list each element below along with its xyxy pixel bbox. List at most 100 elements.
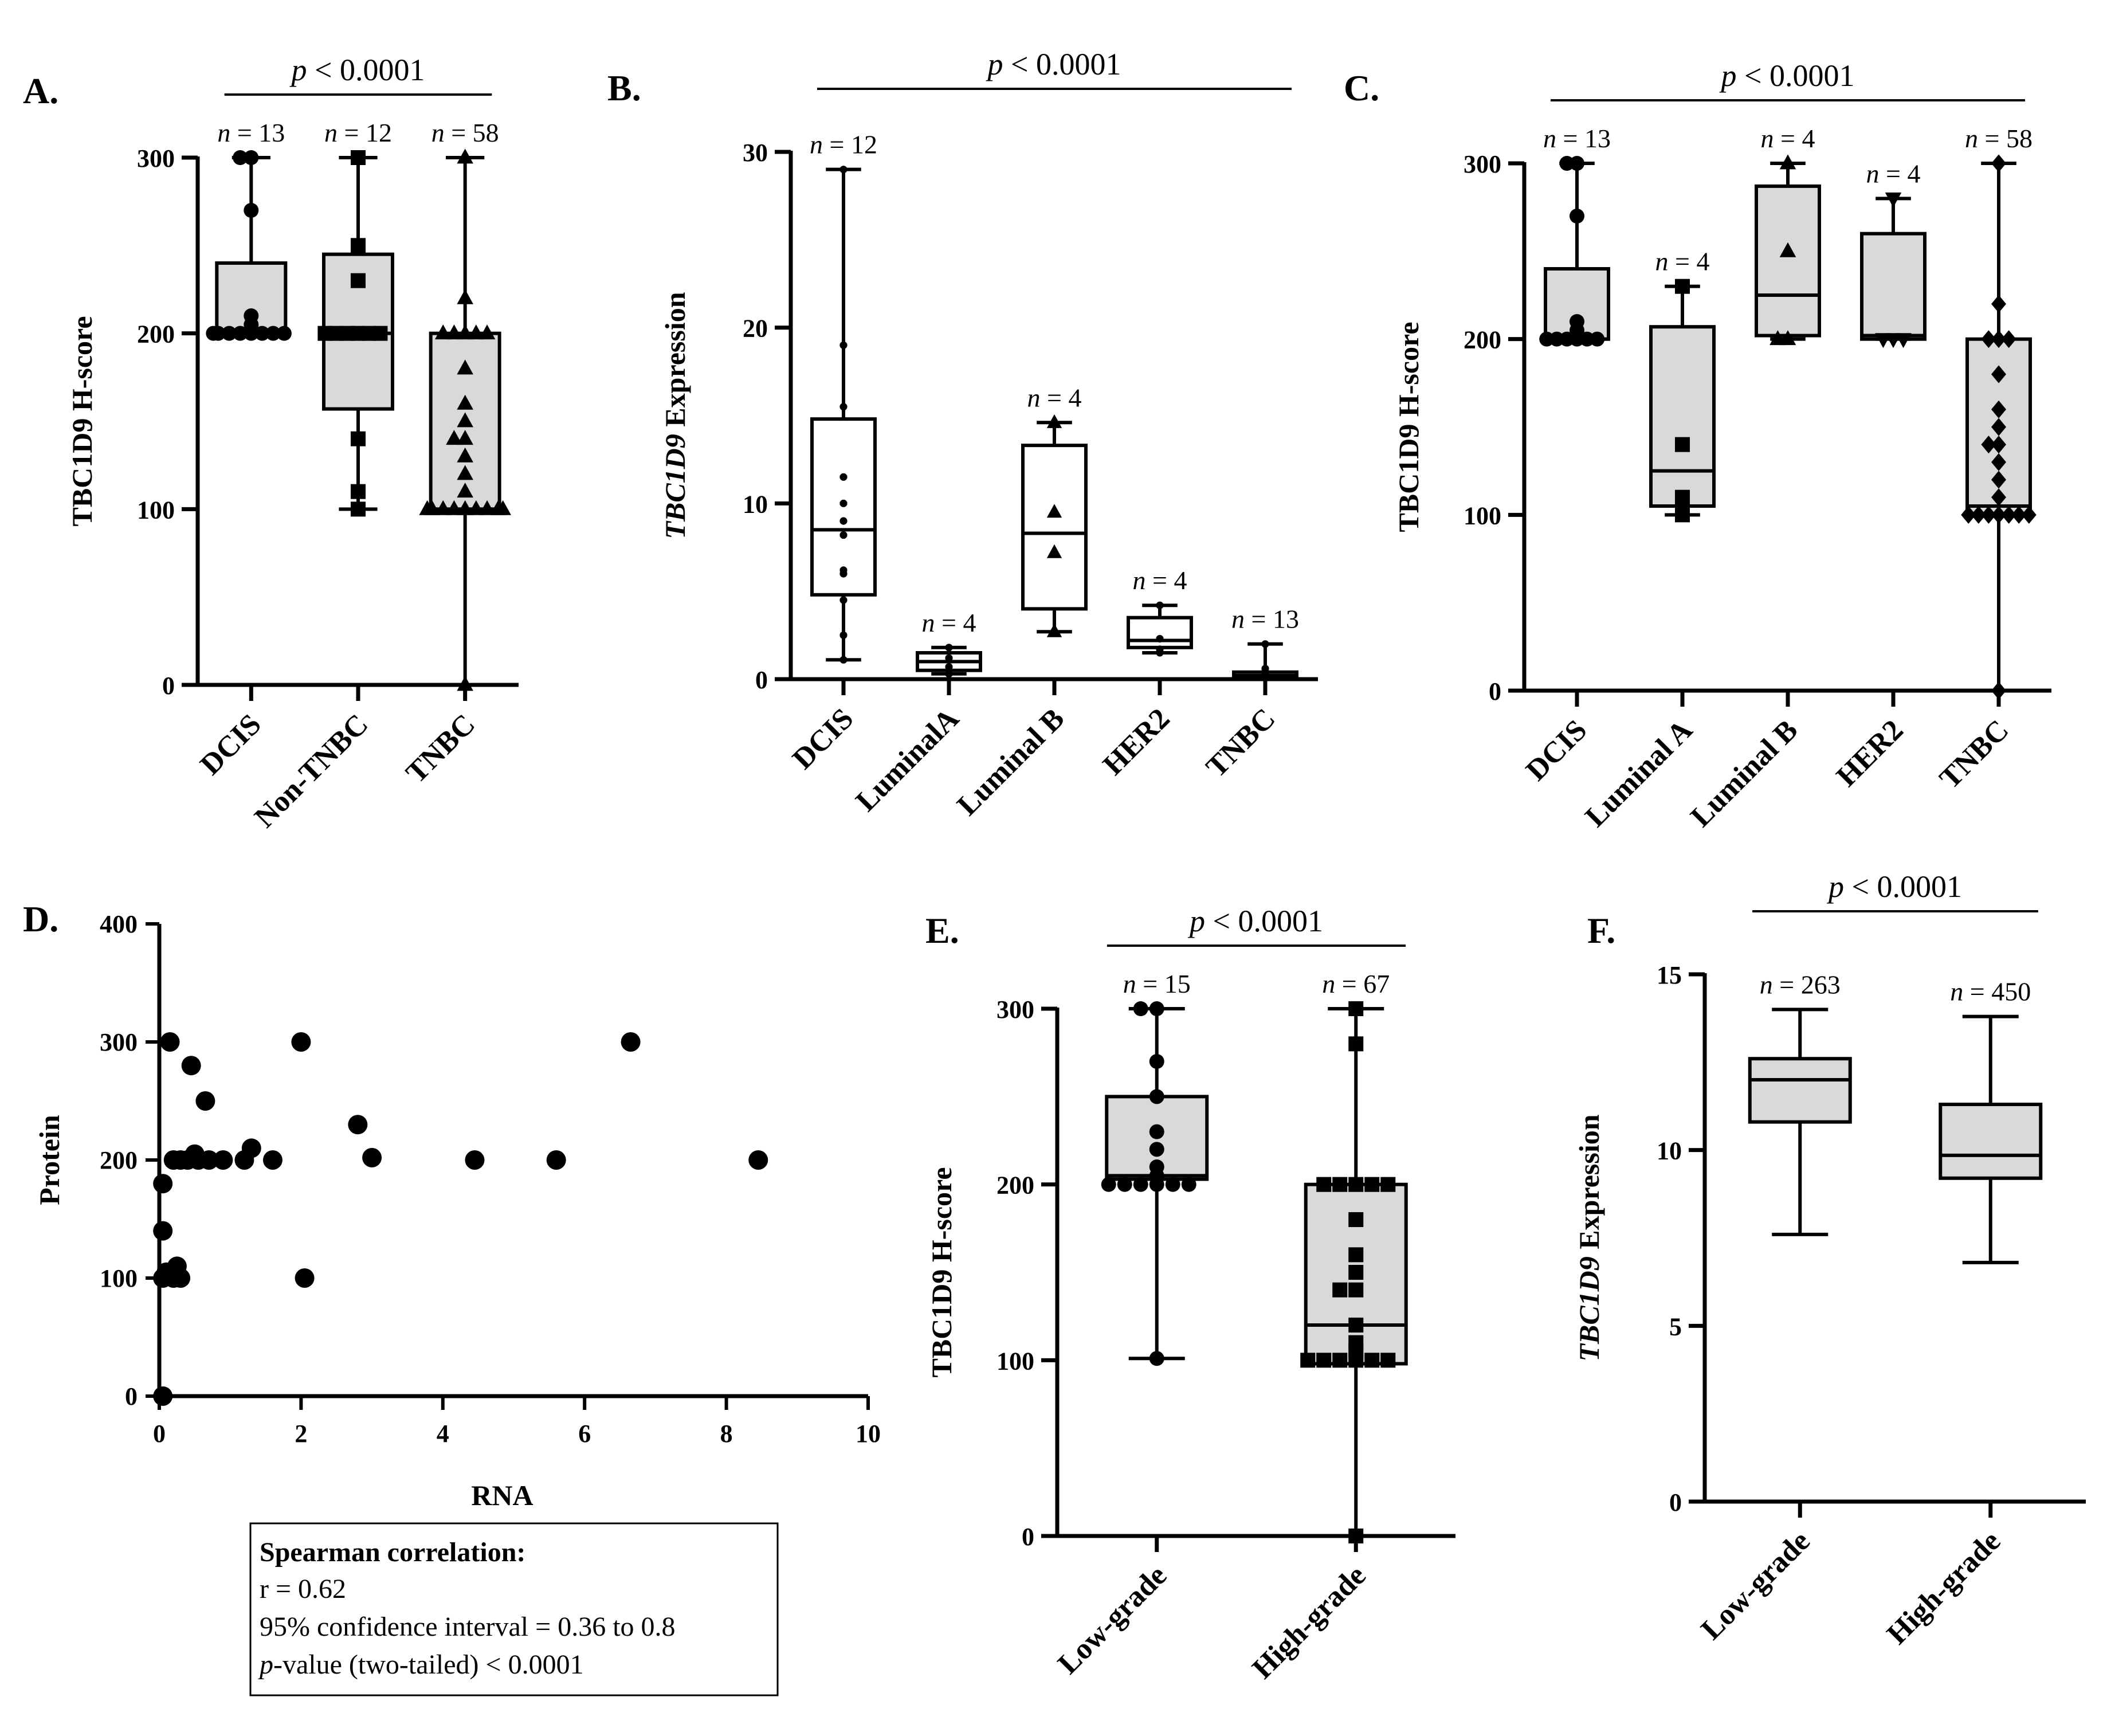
panel-label: F. xyxy=(1587,910,1615,951)
sample-size-label-part: n xyxy=(1950,977,1963,1006)
data-point-triangle xyxy=(1769,330,1786,346)
sample-size-label-part: n xyxy=(431,118,445,147)
data-point-diamond xyxy=(1991,471,2006,489)
data-point-square xyxy=(1675,279,1690,294)
p-value-label-part: < 0.0001 xyxy=(1205,904,1323,938)
x-tick-label: Non-TNBC xyxy=(248,708,374,834)
data-point-square xyxy=(1348,1282,1364,1298)
sample-size-label-part: n xyxy=(810,130,823,159)
stats-legend-p: p-value (two-tailed) < 0.0001 xyxy=(258,1649,584,1680)
y-tick-label: 300 xyxy=(137,144,175,173)
sample-size-label-part: = 4 xyxy=(1880,159,1921,188)
data-point-circle xyxy=(1570,209,1584,224)
x-tick-label: High-grade xyxy=(1246,1559,1372,1685)
data-point-triangle xyxy=(478,324,496,340)
y-tick-label: 400 xyxy=(100,910,138,938)
data-point xyxy=(153,1221,173,1241)
sample-size-label-part: n xyxy=(1231,605,1245,634)
data-point xyxy=(546,1150,566,1170)
sample-size-label-part: n xyxy=(1322,969,1335,998)
data-point-circle xyxy=(244,150,259,165)
data-point-circle xyxy=(233,326,248,341)
y-tick-label: 0 xyxy=(162,672,175,700)
data-point-triangle xyxy=(457,359,473,375)
data-point-square xyxy=(372,326,388,341)
data-point-triangle xyxy=(478,500,496,515)
category-low-grade: n = 263 Low-grade xyxy=(1695,970,1852,1646)
data-point-triangle-down xyxy=(1895,333,1912,348)
x-tick-label: HER2 xyxy=(1097,702,1176,781)
stats-legend-ci: 95% confidence interval = 0.36 to 0.8 xyxy=(260,1612,676,1642)
y-tick-label: 100 xyxy=(137,496,175,524)
sample-size-label-part: n xyxy=(1761,124,1774,153)
p-value-label: p < 0.0001 xyxy=(289,53,425,87)
data-point-dot xyxy=(1156,649,1164,657)
y-tick-label: 10 xyxy=(743,490,768,518)
data-point-square xyxy=(1316,1177,1332,1192)
y-axis-title-part: TBC1D9 xyxy=(659,434,691,539)
data-point-dot xyxy=(1156,634,1164,643)
category-her2: n = 4 HER2 xyxy=(1830,159,1927,793)
data-point-diamond xyxy=(1991,154,2006,173)
sample-size-label-part: n xyxy=(922,608,935,637)
data-point-triangle xyxy=(495,500,511,515)
data-point-dot xyxy=(945,654,953,662)
data-point xyxy=(621,1032,641,1052)
sample-size-label-part: = 450 xyxy=(1963,977,2031,1006)
p-value-label-part: < 0.0001 xyxy=(1844,869,1962,904)
sample-size-label: n = 13 xyxy=(1231,605,1299,634)
data-point-circle xyxy=(206,326,221,341)
data-point-dot xyxy=(839,499,848,507)
data-point-square xyxy=(1332,1282,1348,1298)
y-axis-title-part: TBC1D9 xyxy=(1573,1256,1605,1361)
data-point-circle xyxy=(1133,1177,1148,1192)
data-point-triangle xyxy=(457,430,473,445)
data-point xyxy=(181,1056,201,1076)
box xyxy=(1127,616,1193,649)
x-tick-label: TNBC xyxy=(400,708,481,789)
data-point-diamond xyxy=(1991,505,2006,524)
data-point-diamond xyxy=(1991,453,2006,471)
data-point-square xyxy=(317,326,333,341)
box xyxy=(1860,232,1927,341)
y-tick-label: 200 xyxy=(996,1171,1034,1200)
data-point-diamond xyxy=(1991,488,2006,507)
data-point-dot xyxy=(945,670,953,678)
data-point-square xyxy=(1380,1177,1396,1192)
sample-size-label: n = 4 xyxy=(1866,159,1921,188)
data-point-dot xyxy=(1261,665,1269,673)
panel-label: E. xyxy=(925,910,959,951)
sample-size-label-part: = 4 xyxy=(1041,383,1082,412)
p-value-label-part: p xyxy=(289,53,307,87)
sample-size-label-part: n xyxy=(1655,247,1669,276)
data-point-diamond xyxy=(1991,330,2006,348)
sample-size-label-part: n xyxy=(1760,970,1773,999)
sample-size-label-part: = 13 xyxy=(230,118,285,147)
x-tick-label: DCIS xyxy=(786,702,860,775)
panel-A: A. 0 100 200 300 TBC1D9 H-score p < 0.0001 n = … xyxy=(23,53,519,834)
x-tick-label: High-grade xyxy=(1881,1525,2007,1651)
stats-legend-p-part: -value (two-tailed) < 0.0001 xyxy=(273,1649,584,1680)
data-point xyxy=(465,1150,485,1170)
data-point-triangle xyxy=(468,324,485,340)
x-tick-label: Low-grade xyxy=(1052,1559,1173,1680)
sample-size-label-part: = 12 xyxy=(823,130,877,159)
p-value-label-part: < 0.0001 xyxy=(1737,58,1855,93)
data-point-circle xyxy=(1117,1177,1132,1192)
category-tnbc: n = 13 TNBC xyxy=(1200,605,1299,784)
y-tick-label: 300 xyxy=(100,1028,138,1056)
box xyxy=(1649,325,1716,508)
data-point-diamond xyxy=(1981,436,1996,454)
sample-size-label-part: = 4 xyxy=(1669,247,1710,276)
sample-size-label-part: = 4 xyxy=(935,608,976,637)
data-point-triangle xyxy=(457,676,473,691)
data-point-circle xyxy=(254,326,270,341)
y-axis-title: Protein xyxy=(33,1115,65,1205)
y-tick-label: 0 xyxy=(1489,677,1501,706)
data-point-triangle xyxy=(1779,154,1796,170)
panel-label: A. xyxy=(23,70,58,111)
y-tick-label: 30 xyxy=(743,139,768,167)
x-tick-label: Luminal B xyxy=(951,702,1071,822)
sample-size-label-part: = 13 xyxy=(1245,605,1299,634)
data-point-circle xyxy=(1181,1177,1196,1192)
